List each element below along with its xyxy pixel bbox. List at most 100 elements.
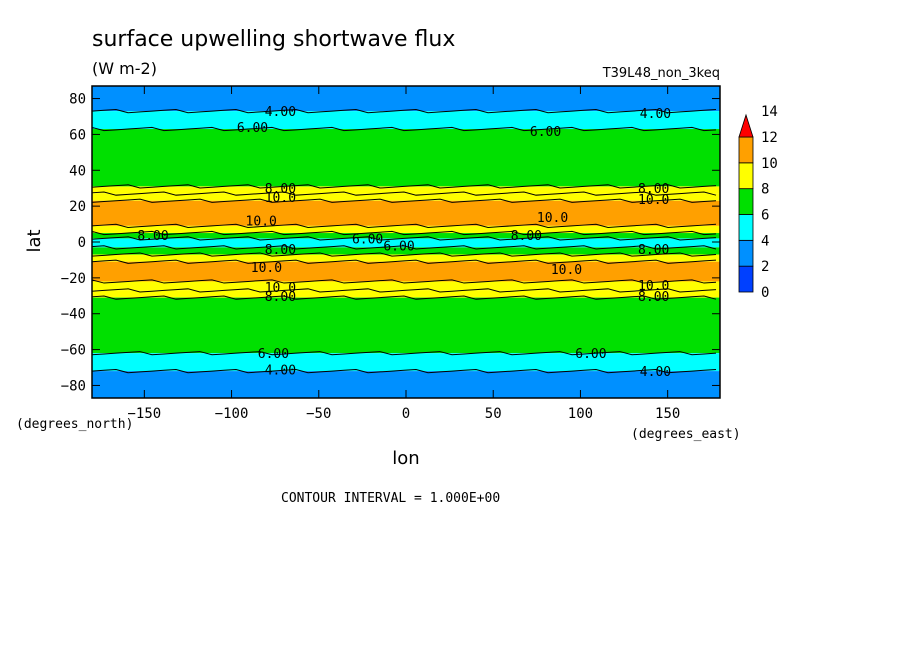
contour-label: 8.00: [265, 290, 296, 305]
contour-band: [92, 193, 720, 201]
contour-band: [92, 254, 720, 262]
x-tick-label: 150: [655, 406, 680, 422]
contour-band: [92, 111, 720, 130]
contour-line: [91, 368, 717, 374]
contour-label: 10.0: [638, 279, 669, 294]
contour-line: [91, 279, 717, 284]
contour-label: 6.00: [258, 347, 289, 362]
y-axis-units: (degrees_north): [16, 417, 133, 432]
contour-line: [91, 230, 717, 236]
contour-line: [91, 184, 717, 189]
contour-band: [92, 290, 720, 298]
contour-line: [91, 198, 717, 203]
contour-line: [91, 252, 717, 257]
contour-label: 10.0: [638, 193, 669, 208]
colorbar-label: 12: [761, 130, 778, 146]
x-tick-label: −50: [306, 406, 331, 422]
contour-label: 10.0: [251, 261, 282, 276]
contour-label: 10.0: [551, 263, 582, 278]
contour-label: 6.00: [352, 232, 383, 247]
colorbar-swatch: [738, 162, 754, 190]
x-tick-label: 50: [485, 406, 502, 422]
colorbar-label: 0: [761, 285, 769, 301]
contour-band: [92, 247, 720, 255]
contour-band: [92, 297, 720, 354]
colorbar: 0 2 4 6 8 10 12 14: [738, 104, 778, 301]
colorbar-swatch: [738, 239, 754, 267]
contour-label: 8.00: [638, 243, 669, 258]
contour-band: [92, 281, 720, 291]
contour-band: [92, 238, 720, 248]
contour-label: 6.00: [530, 125, 561, 140]
contour-label: 4.00: [640, 107, 671, 122]
x-tick-label: 100: [568, 406, 593, 422]
contour-label: 4.00: [640, 365, 671, 380]
contour-label: 4.00: [265, 363, 296, 378]
contour-band: [92, 353, 720, 372]
contour-label: 6.00: [383, 240, 414, 255]
contour-line: [91, 223, 717, 228]
contour-band: [92, 200, 720, 226]
x-tick-label: 0: [402, 406, 410, 422]
x-axis: −150 −100 −50 0 50 100 150: [127, 86, 680, 422]
y-tick-label: 80: [69, 92, 86, 108]
contour-line: [91, 245, 717, 250]
y-tick-label: 40: [69, 163, 86, 179]
dataset-label: T39L48_non_3keq: [602, 66, 720, 81]
x-axis-label: lon: [392, 448, 419, 469]
x-tick-label: −150: [127, 406, 161, 422]
y-tick-label: −80: [61, 378, 86, 394]
contour-line: [91, 126, 717, 132]
chart-units: (W m-2): [92, 59, 157, 78]
y-axis: −80 −60 −40 −20 0 20 40 60 80: [61, 92, 720, 394]
y-tick-label: −60: [61, 343, 86, 359]
contour-label: 8.00: [265, 243, 296, 258]
contour-label: 6.00: [575, 347, 606, 362]
contour-label: 6.00: [237, 121, 268, 136]
contour-line: [91, 191, 717, 196]
y-tick-label: −40: [61, 307, 86, 323]
contour-label: 8.00: [638, 182, 669, 197]
colorbar-label: 10: [761, 156, 778, 172]
y-tick-label: −20: [61, 271, 86, 287]
contour-band: [92, 225, 720, 234]
contour-band: [92, 261, 720, 282]
contour-band: [92, 233, 720, 239]
x-tick-label: −100: [215, 406, 249, 422]
contour-band: [92, 186, 720, 194]
contour-label: 10.0: [265, 281, 296, 296]
colorbar-label: 8: [761, 182, 769, 198]
colorbar-label: 4: [761, 233, 769, 249]
contour-label: 10.0: [246, 214, 277, 229]
colorbar-label: 6: [761, 208, 769, 224]
contour-label: 8.00: [137, 229, 168, 244]
contour-band: [92, 129, 720, 187]
contour-line: [91, 236, 717, 241]
contour-line: [91, 108, 717, 114]
contour-label: 8.00: [638, 290, 669, 305]
y-tick-label: 20: [69, 199, 86, 215]
contour-label: 8.00: [511, 229, 542, 244]
x-axis-units: (degrees_east): [631, 427, 741, 442]
y-axis-label: lat: [24, 229, 45, 252]
contour-label: 4.00: [265, 105, 296, 120]
contour-line: [91, 351, 717, 356]
contour-label: 10.0: [265, 191, 296, 206]
contour-interval-note: CONTOUR INTERVAL = 1.000E+00: [281, 491, 500, 506]
contour-line: [91, 259, 717, 264]
y-tick-label: 0: [78, 235, 86, 251]
colorbar-label: 14: [761, 104, 778, 120]
y-tick-label: 60: [69, 127, 86, 143]
colorbar-label: 2: [761, 259, 769, 275]
colorbar-overflow-arrow: [738, 113, 754, 138]
contour-label: 8.00: [265, 182, 296, 197]
colorbar-swatch: [738, 214, 754, 241]
colorbar-swatch: [738, 265, 754, 293]
contour-line: [91, 295, 717, 300]
colorbar-swatch: [738, 188, 754, 215]
chart-title: surface upwelling shortwave flux: [92, 27, 455, 52]
contour-label: 10.0: [537, 211, 568, 226]
contour-line: [91, 288, 717, 293]
